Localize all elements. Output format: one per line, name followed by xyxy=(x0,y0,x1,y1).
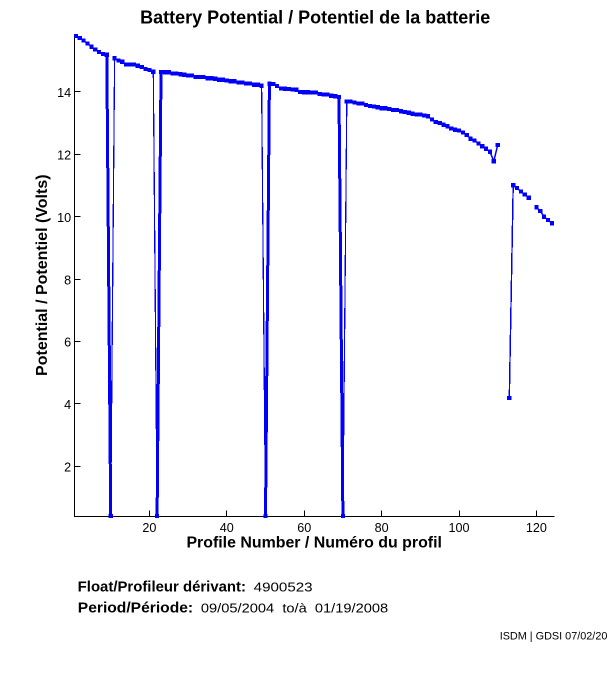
svg-text:Period/Période:: Period/Période: xyxy=(78,601,193,617)
svg-text:10: 10 xyxy=(57,211,71,225)
svg-text:Float/Profileur dérivant:: Float/Profileur dérivant: xyxy=(78,579,246,595)
svg-text:120: 120 xyxy=(526,521,547,535)
svg-text:8: 8 xyxy=(64,273,71,287)
svg-text:60: 60 xyxy=(297,521,311,535)
svg-text:2: 2 xyxy=(64,460,71,474)
svg-text:80: 80 xyxy=(375,521,389,535)
svg-text:ISDM | GDSI 07/02/20: ISDM | GDSI 07/02/20 xyxy=(500,631,608,643)
svg-text:6: 6 xyxy=(64,336,71,350)
svg-text:Potential / Potentiel (Volts): Potential / Potentiel (Volts) xyxy=(34,174,51,376)
svg-text:20: 20 xyxy=(142,521,156,535)
svg-text:100: 100 xyxy=(448,521,469,535)
svg-text:40: 40 xyxy=(220,521,234,535)
svg-text:4900523: 4900523 xyxy=(254,579,313,594)
svg-text:Battery Potential / Potentiel: Battery Potential / Potentiel de la batt… xyxy=(140,8,490,28)
svg-text:09/05/2004 to/à 01/19/2008: 09/05/2004 to/à 01/19/2008 xyxy=(201,601,388,616)
svg-text:Profile Number / Numéro du pro: Profile Number / Numéro du profil xyxy=(186,535,442,552)
svg-text:12: 12 xyxy=(57,149,71,163)
svg-text:4: 4 xyxy=(64,398,71,412)
svg-text:14: 14 xyxy=(57,86,71,100)
